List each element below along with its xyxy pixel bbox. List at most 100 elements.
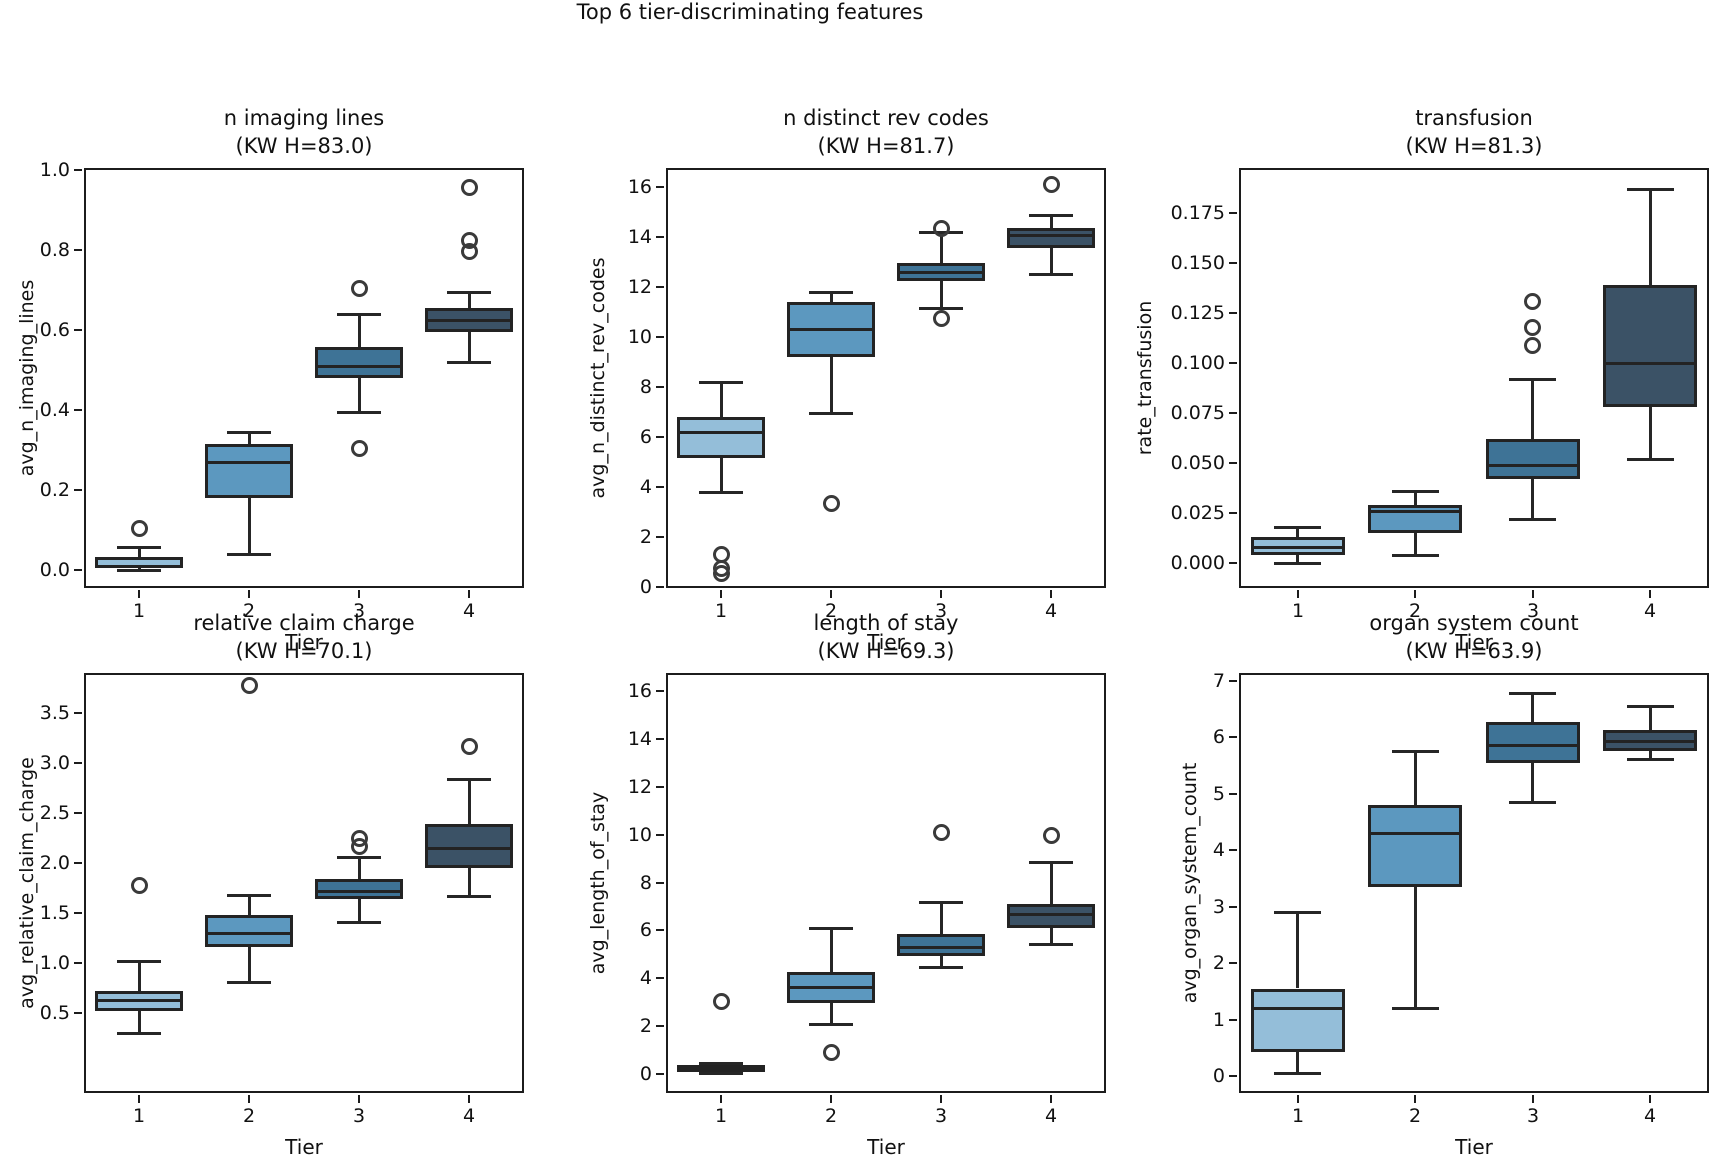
x-tick (248, 1095, 250, 1103)
x-axis-label: Tier (867, 1135, 905, 1159)
whisker-upper (1050, 862, 1053, 904)
y-tick-label: 3.5 (39, 702, 70, 724)
y-tick (1229, 212, 1237, 214)
median-line (1010, 913, 1092, 916)
median-line (1254, 546, 1342, 549)
whisker-lower (358, 899, 361, 922)
whisker-upper (1296, 527, 1299, 537)
whisker-upper (1649, 189, 1652, 285)
y-tick-label: 0.125 (1170, 302, 1225, 324)
whisker-cap-lower (117, 569, 161, 572)
x-tick (1297, 590, 1299, 598)
x-tick-label: 2 (824, 1105, 838, 1127)
x-tick (468, 590, 470, 598)
box-tier-4 (1007, 228, 1095, 248)
outlier-point (351, 440, 368, 457)
whisker-cap-upper (1627, 188, 1674, 191)
y-tick-label: 0 (639, 576, 652, 598)
outlier-point (461, 243, 478, 260)
y-tick-label: 6 (639, 426, 652, 448)
whisker-lower (1296, 1051, 1299, 1074)
x-axis-label: Tier (867, 630, 905, 654)
whisker-upper (248, 432, 251, 444)
y-tick-label: 4 (639, 476, 652, 498)
median-line (900, 946, 982, 949)
y-tick-label: 0.4 (39, 399, 70, 421)
y-tick-label: 5 (1212, 783, 1225, 805)
y-tick-label: 1.0 (39, 159, 70, 181)
subplot-title-line1: relative claim charge (193, 611, 415, 635)
subplot-title-line2: (KW H=63.9) (1405, 639, 1543, 663)
whisker-upper (1050, 216, 1053, 229)
whisker-upper (1531, 694, 1534, 722)
whisker-lower (1649, 407, 1652, 459)
median-line (900, 271, 982, 274)
median-line (1254, 1007, 1342, 1010)
y-tick-label: 0.075 (1170, 402, 1225, 424)
y-tick-label: 0.025 (1170, 502, 1225, 524)
outlier-point (1524, 319, 1541, 336)
whisker-upper (1649, 706, 1652, 730)
median-line (1606, 362, 1694, 365)
y-tick-label: 0.000 (1170, 552, 1225, 574)
x-tick (830, 1095, 832, 1103)
y-tick (656, 882, 664, 884)
x-tick-label: 3 (934, 600, 948, 622)
y-tick-label: 0.0 (39, 559, 70, 581)
median-line (1489, 464, 1577, 467)
y-tick-label: 1 (1212, 1009, 1225, 1031)
x-tick (1297, 1095, 1299, 1103)
y-tick (74, 1012, 82, 1014)
y-tick-label: 0 (639, 1063, 652, 1085)
whisker-cap-lower (447, 895, 491, 898)
subplot-title-line2: (KW H=70.1) (235, 639, 373, 663)
y-tick (656, 336, 664, 338)
box-tier-3 (897, 934, 985, 956)
outlier-point (461, 179, 478, 196)
x-tick-label: 1 (714, 600, 728, 622)
y-tick-label: 3.0 (39, 752, 70, 774)
subplot-title: organ system count (KW H=63.9) (1239, 609, 1709, 665)
whisker-cap-lower (699, 491, 743, 494)
y-tick-label: 8 (639, 872, 652, 894)
y-tick (74, 569, 82, 571)
x-tick-label: 3 (934, 1105, 948, 1127)
whisker-upper (138, 548, 141, 558)
median-line (428, 847, 510, 850)
subplot-title: n imaging lines (KW H=83.0) (84, 104, 524, 160)
whisker-cap-upper (227, 431, 271, 434)
whisker-upper (248, 895, 251, 915)
outlier-point (933, 310, 950, 327)
subplot-title-line2: (KW H=69.3) (817, 639, 955, 663)
y-tick (74, 962, 82, 964)
whisker-upper (358, 857, 361, 879)
whisker-upper (720, 382, 723, 417)
whisker-upper (1414, 491, 1417, 505)
box-tier-3 (315, 879, 403, 899)
y-tick (656, 834, 664, 836)
y-tick (1229, 562, 1237, 564)
y-tick (656, 690, 664, 692)
y-tick (1229, 793, 1237, 795)
outlier-point (351, 280, 368, 297)
box-tier-2 (205, 444, 293, 498)
whisker-cap-lower (1509, 518, 1556, 521)
median-line (1371, 510, 1459, 513)
subplot-title: relative claim charge (KW H=70.1) (84, 609, 524, 665)
x-tick (1532, 1095, 1534, 1103)
y-axis-label: avg_n_imaging_lines (16, 279, 38, 477)
y-tick-label: 2.0 (39, 852, 70, 874)
subplot-title-line2: (KW H=81.7) (817, 134, 955, 158)
y-tick (656, 536, 664, 538)
y-tick-label: 16 (627, 680, 652, 702)
outlier-point (823, 1044, 840, 1061)
whisker-cap-upper (117, 546, 161, 549)
whisker-cap-lower (809, 1023, 853, 1026)
x-tick (940, 590, 942, 598)
whisker-cap-upper (809, 291, 853, 294)
whisker-upper (1531, 379, 1534, 439)
y-tick-label: 14 (627, 728, 652, 750)
x-tick-label: 1 (132, 600, 146, 622)
y-tick-label: 2 (1212, 952, 1225, 974)
axes-n-distinct-rev-codes (666, 168, 1106, 588)
